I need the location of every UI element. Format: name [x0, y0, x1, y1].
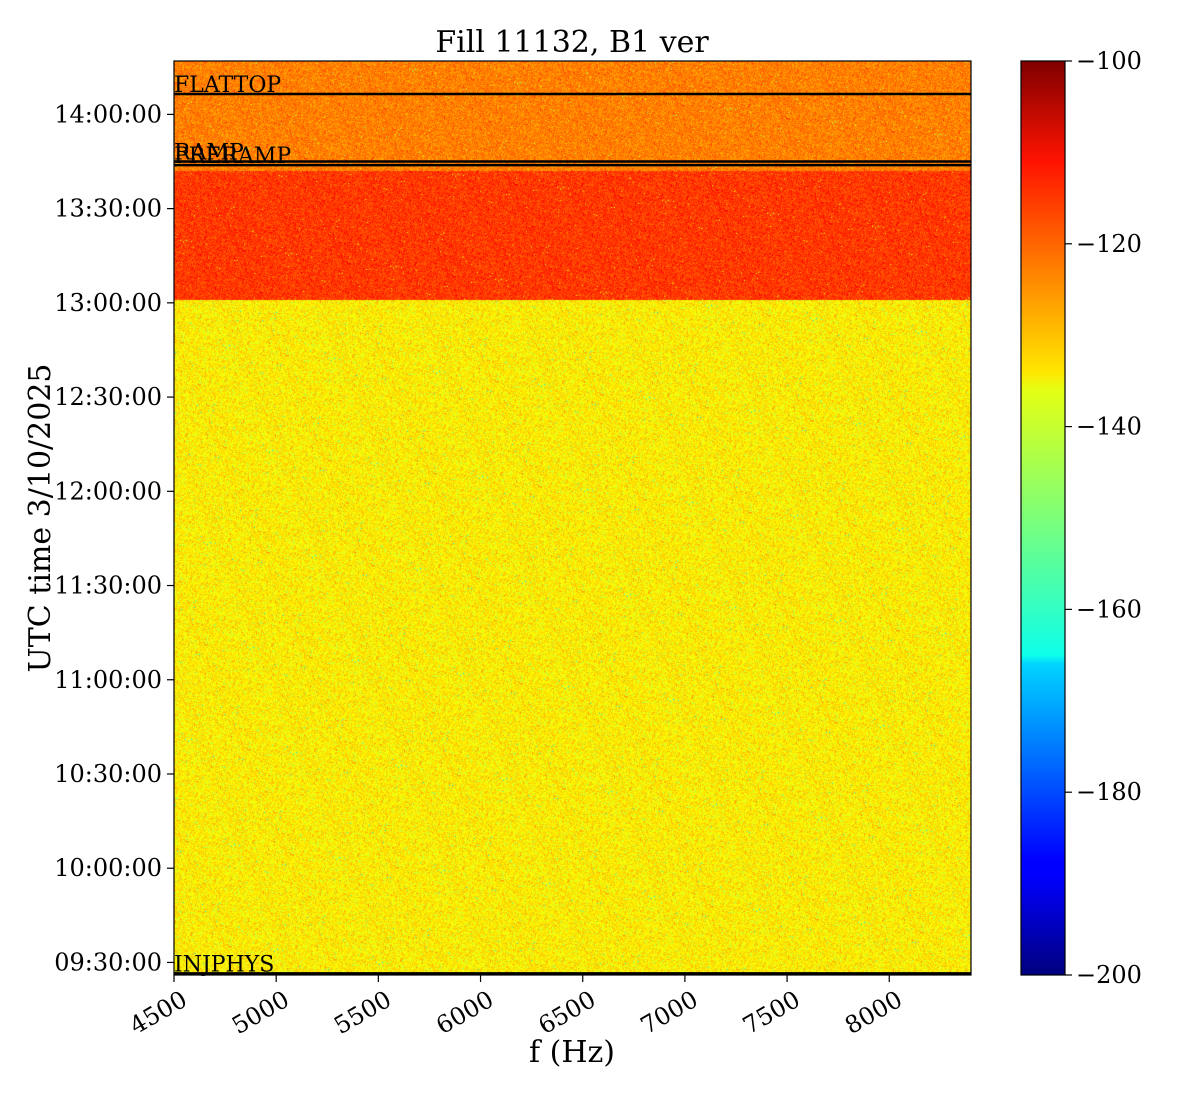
colorbar-tick-label: −180 — [1076, 778, 1142, 806]
y-tick-label: 12:30:00 — [54, 383, 162, 411]
x-tick-label: 4500 — [125, 985, 192, 1040]
x-tick-label: 6500 — [534, 985, 601, 1040]
chart-title: Fill 11132, B1 ver — [435, 25, 709, 60]
x-tick-label: 6000 — [431, 985, 498, 1040]
x-tick-label: 8000 — [840, 985, 907, 1040]
colorbar-tick-label: −120 — [1076, 230, 1142, 258]
plot-frame — [173, 60, 972, 976]
beam-mode-label: RAMP — [174, 141, 244, 166]
y-tick-label: 11:30:00 — [54, 572, 162, 600]
beam-mode-label: INJPHYS — [174, 952, 274, 977]
colorbar-ticks: −100 −120 −140 −160 −180 −200 — [1065, 47, 1142, 989]
heatmap-canvas — [174, 61, 971, 975]
y-tick-label: 12:00:00 — [54, 477, 162, 505]
y-tick-label: 10:30:00 — [54, 760, 162, 788]
colorbar-tick-label: −140 — [1076, 413, 1142, 441]
colorbar — [1020, 60, 1066, 976]
x-tick-label: 5000 — [227, 985, 294, 1040]
y-tick-label: 10:00:00 — [54, 854, 162, 882]
x-tick-label: 7500 — [738, 985, 805, 1040]
plot-area — [174, 61, 971, 975]
y-tick-label: 11:00:00 — [54, 666, 162, 694]
y-tick-label: 13:00:00 — [54, 289, 162, 317]
x-tick-label: 7000 — [636, 985, 703, 1040]
beam-mode-label: PRERAMP — [174, 144, 291, 169]
colorbar-tick-label: −100 — [1076, 47, 1142, 75]
x-axis-ticks: 4500 5000 5500 6000 6500 7000 7500 8000 — [125, 975, 907, 1040]
x-axis-label: f (Hz) — [529, 1035, 615, 1070]
y-axis-ticks: 09:30:00 10:00:00 10:30:00 11:00:00 11:30:00… — [54, 100, 174, 976]
beam-mode-label: FLATTOP — [174, 73, 281, 98]
y-tick-label: 13:30:00 — [54, 195, 162, 223]
x-tick-label: 5500 — [329, 985, 396, 1040]
colorbar-tick-label: −200 — [1076, 961, 1142, 989]
colorbar-tick-label: −160 — [1076, 595, 1142, 623]
y-axis-label: UTC time 3/10/2025 — [23, 364, 58, 673]
y-tick-label: 09:30:00 — [54, 948, 162, 976]
beam-mode-marker-lines — [174, 92, 971, 975]
y-tick-label: 14:00:00 — [54, 100, 162, 128]
